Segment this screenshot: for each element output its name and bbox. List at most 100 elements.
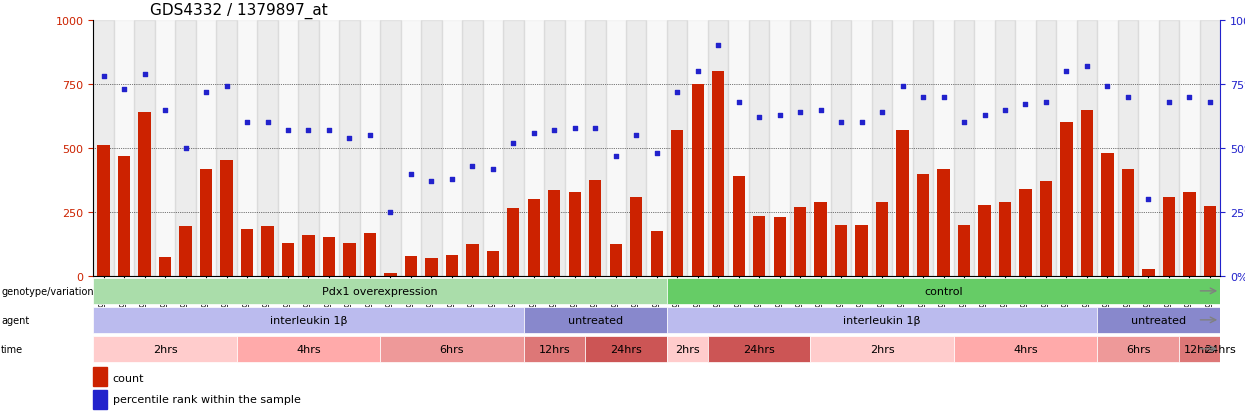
Bar bbox=[385, 273, 397, 277]
Bar bbox=[237, 21, 258, 277]
Point bbox=[134, 71, 154, 78]
Bar bbox=[426, 259, 437, 277]
Text: count: count bbox=[112, 373, 144, 383]
Point bbox=[421, 179, 441, 185]
Bar bbox=[1163, 197, 1175, 277]
Bar bbox=[1204, 206, 1216, 277]
Point bbox=[872, 109, 891, 116]
Bar bbox=[278, 21, 299, 277]
Point bbox=[1057, 69, 1077, 75]
Bar bbox=[524, 21, 544, 277]
Text: untreated: untreated bbox=[1130, 315, 1186, 325]
Bar bbox=[364, 233, 376, 277]
Point bbox=[647, 150, 667, 157]
Point bbox=[810, 107, 830, 114]
Point bbox=[791, 109, 810, 116]
Bar bbox=[1200, 21, 1220, 277]
Text: 2hrs: 2hrs bbox=[153, 344, 177, 354]
Bar bbox=[1159, 21, 1179, 277]
Bar bbox=[954, 21, 975, 277]
Bar bbox=[789, 21, 810, 277]
FancyBboxPatch shape bbox=[585, 336, 667, 362]
Bar bbox=[261, 227, 274, 277]
Text: 2hrs: 2hrs bbox=[870, 344, 894, 354]
Point bbox=[975, 112, 995, 119]
Point bbox=[483, 166, 503, 173]
Bar bbox=[564, 21, 585, 277]
Point bbox=[934, 94, 954, 101]
Text: untreated: untreated bbox=[568, 315, 622, 325]
Point bbox=[954, 120, 974, 126]
Point bbox=[340, 135, 360, 142]
Point bbox=[565, 125, 585, 131]
Bar bbox=[896, 131, 909, 277]
Point bbox=[769, 112, 789, 119]
Bar bbox=[872, 21, 893, 277]
Bar bbox=[176, 21, 195, 277]
Bar bbox=[299, 21, 319, 277]
FancyBboxPatch shape bbox=[667, 278, 1220, 304]
Text: 2hrs: 2hrs bbox=[675, 344, 700, 354]
FancyBboxPatch shape bbox=[524, 336, 585, 362]
Point bbox=[852, 120, 871, 126]
Bar bbox=[159, 258, 172, 277]
Bar bbox=[1036, 21, 1056, 277]
Point bbox=[606, 153, 626, 160]
Bar bbox=[1179, 21, 1200, 277]
Bar bbox=[814, 202, 827, 277]
Point bbox=[1159, 99, 1179, 106]
Point bbox=[278, 128, 298, 134]
Point bbox=[626, 133, 646, 139]
Bar bbox=[195, 21, 217, 277]
Bar bbox=[442, 21, 462, 277]
Bar bbox=[220, 160, 233, 277]
Bar bbox=[240, 229, 253, 277]
Bar bbox=[507, 209, 519, 277]
Bar bbox=[1061, 123, 1073, 277]
FancyBboxPatch shape bbox=[667, 336, 708, 362]
Point bbox=[237, 120, 256, 126]
FancyBboxPatch shape bbox=[237, 336, 380, 362]
FancyBboxPatch shape bbox=[1097, 336, 1179, 362]
Text: 12hrs: 12hrs bbox=[539, 344, 570, 354]
Point bbox=[749, 115, 769, 121]
Bar bbox=[405, 256, 417, 277]
Text: control: control bbox=[924, 286, 962, 296]
Point bbox=[893, 84, 913, 90]
Bar bbox=[401, 21, 421, 277]
Bar bbox=[1102, 154, 1113, 277]
Bar bbox=[1015, 21, 1036, 277]
FancyBboxPatch shape bbox=[1097, 307, 1220, 333]
Bar bbox=[1020, 190, 1032, 277]
Bar bbox=[281, 243, 294, 277]
Bar bbox=[835, 225, 848, 277]
Bar bbox=[258, 21, 278, 277]
Bar bbox=[626, 21, 646, 277]
FancyBboxPatch shape bbox=[93, 278, 667, 304]
Bar bbox=[548, 191, 560, 277]
Bar bbox=[913, 21, 934, 277]
Bar bbox=[732, 177, 745, 277]
Point bbox=[585, 125, 605, 131]
Bar bbox=[1138, 21, 1159, 277]
Point bbox=[1200, 99, 1220, 106]
Bar bbox=[916, 174, 929, 277]
Bar bbox=[646, 21, 667, 277]
Text: percentile rank within the sample: percentile rank within the sample bbox=[112, 394, 300, 404]
Bar bbox=[979, 205, 991, 277]
Bar bbox=[671, 131, 684, 277]
Bar bbox=[708, 21, 728, 277]
Point bbox=[544, 128, 564, 134]
Point bbox=[1138, 197, 1158, 203]
FancyBboxPatch shape bbox=[380, 336, 524, 362]
Bar bbox=[749, 21, 769, 277]
Bar bbox=[118, 157, 131, 277]
Bar bbox=[852, 21, 871, 277]
Bar bbox=[569, 192, 581, 277]
Bar bbox=[687, 21, 708, 277]
Point bbox=[995, 107, 1015, 114]
Bar bbox=[810, 21, 830, 277]
Point bbox=[913, 94, 933, 101]
Bar bbox=[712, 72, 725, 277]
Text: 4hrs: 4hrs bbox=[296, 344, 321, 354]
